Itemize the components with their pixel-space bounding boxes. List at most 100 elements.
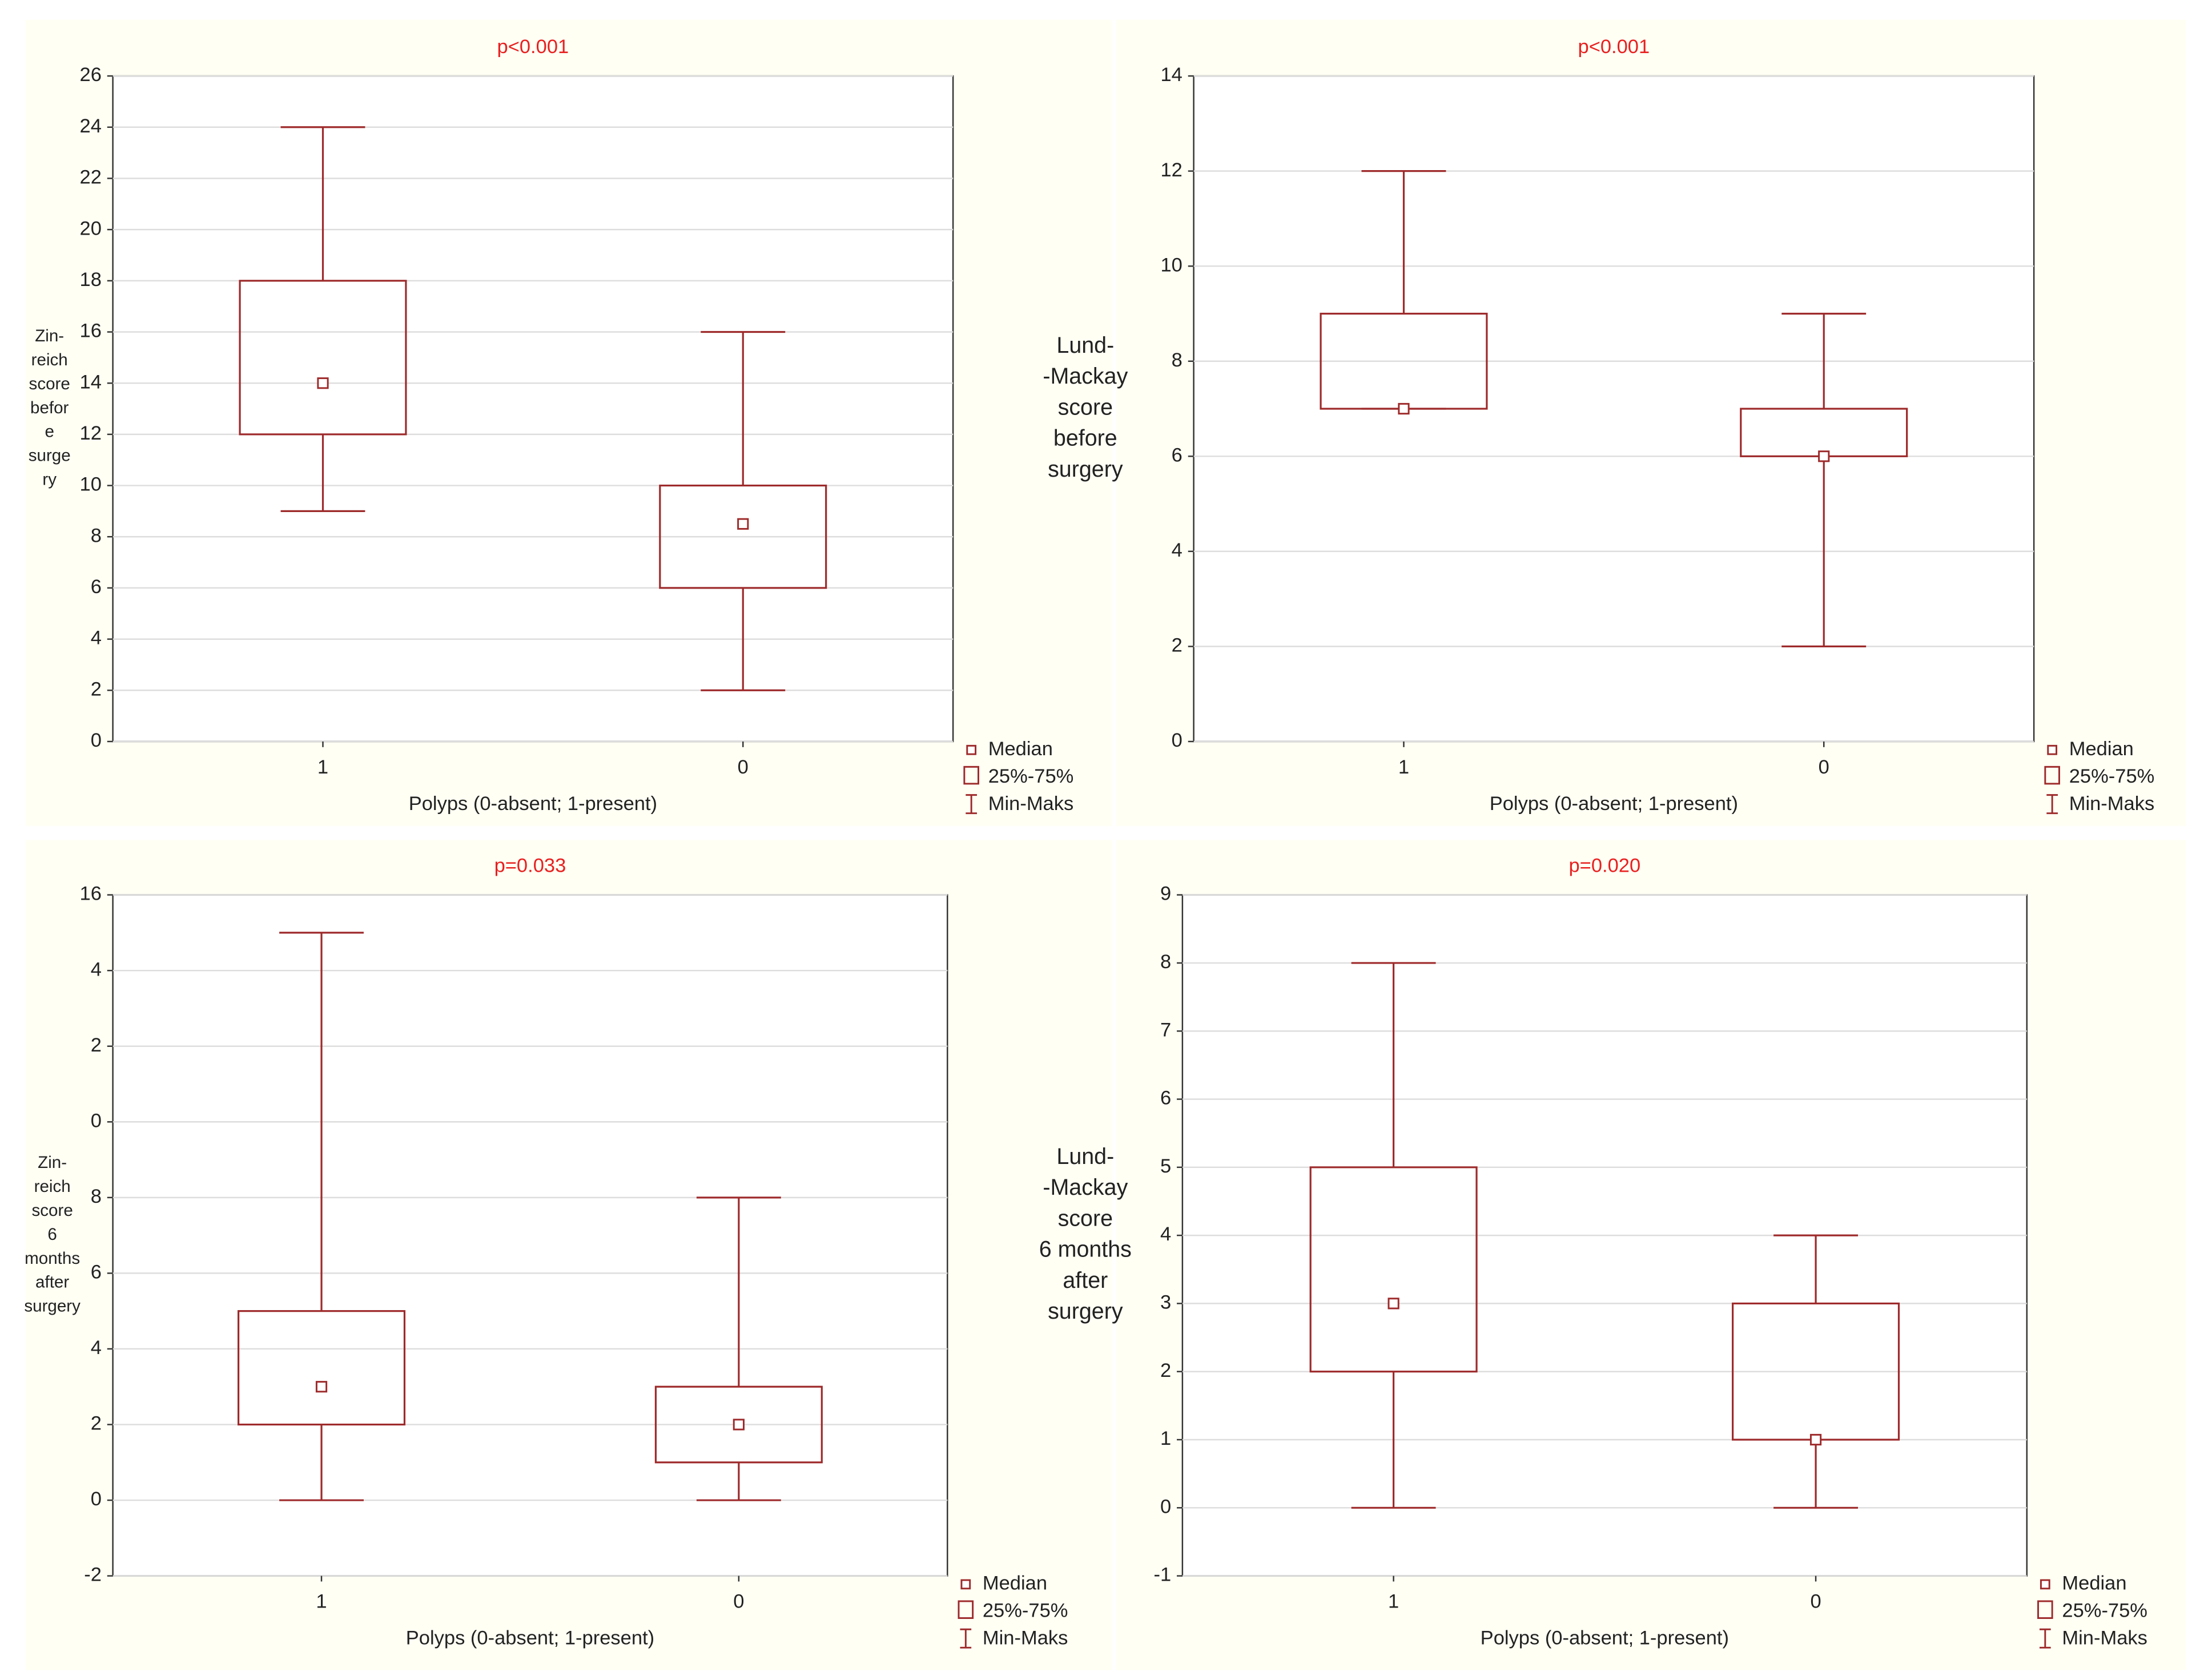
y-tick-label: 6 — [1172, 444, 1183, 466]
legend-label: Min-Maks — [2062, 1627, 2147, 1649]
y-axis-label: Lund- — [1056, 1144, 1114, 1169]
chart-title: p<0.001 — [497, 36, 569, 58]
x-tick-label: 1 — [1388, 1591, 1399, 1613]
x-tick-label: 1 — [316, 1591, 327, 1613]
legend-box-icon — [2044, 766, 2060, 785]
y-axis-label: 6 — [47, 1225, 57, 1244]
y-tick-label: 0 — [91, 1488, 102, 1510]
y-tick-label: 8 — [1172, 349, 1183, 371]
y-axis-label: surgery — [24, 1297, 81, 1316]
x-tick-label: 1 — [1398, 756, 1409, 778]
y-tick-label: 0 — [91, 730, 102, 751]
iqr-box — [654, 1385, 823, 1464]
iqr-box — [659, 484, 827, 589]
y-tick-label: 10 — [80, 474, 102, 495]
y-tick-label: 0 — [1172, 730, 1183, 751]
y-tick-label: 2 — [1160, 1360, 1171, 1381]
median-marker — [317, 377, 329, 389]
y-axis-label: Zin- — [35, 327, 64, 345]
y-tick-label: 9 — [1160, 883, 1171, 905]
y-tick-label: 22 — [80, 167, 102, 188]
median-marker — [1809, 1433, 1822, 1446]
legend-label: Min-Maks — [988, 793, 1074, 815]
median-marker — [1818, 450, 1830, 462]
y-tick-label: 4 — [91, 627, 102, 649]
y-axis-label: score — [31, 1201, 73, 1220]
x-axis-label: Polyps (0-absent; 1-present) — [1481, 1627, 1729, 1649]
median-marker — [1398, 402, 1410, 415]
legend-label: 25%-75% — [988, 766, 1074, 787]
y-tick-label: 26 — [80, 64, 102, 86]
plot-area — [1193, 75, 2035, 743]
y-tick-label: 8 — [1160, 951, 1171, 973]
y-tick-label: 4 — [91, 958, 102, 980]
legend-label: 25%-75% — [983, 1600, 1068, 1622]
legend-median-icon — [966, 744, 977, 755]
y-tick-label: 1 — [1160, 1428, 1171, 1449]
x-tick-label: 0 — [1810, 1591, 1821, 1613]
y-tick-label: 14 — [1161, 64, 1183, 86]
median-marker — [737, 518, 749, 530]
iqr-box — [1309, 1166, 1478, 1373]
y-tick-label: 6 — [91, 1262, 102, 1283]
y-tick-label: 4 — [1172, 539, 1183, 561]
y-tick-label: -1 — [1153, 1564, 1171, 1586]
x-axis-label: Polyps (0-absent; 1-present) — [409, 793, 657, 815]
plot-area — [112, 894, 948, 1577]
y-axis-label: -Mackay — [1043, 1175, 1128, 1200]
y-axis-label: after — [35, 1273, 69, 1292]
y-tick-label: 6 — [91, 576, 102, 598]
y-axis-label: 6 months — [1039, 1237, 1132, 1262]
chart-title: p=0.033 — [494, 855, 566, 876]
y-axis-label: surge — [29, 446, 71, 465]
y-tick-label: 4 — [91, 1337, 102, 1359]
legend-label: Median — [2069, 738, 2134, 760]
y-tick-label: 2 — [91, 678, 102, 700]
y-axis-label: score — [1058, 394, 1113, 420]
y-axis-label: ry — [42, 470, 57, 489]
y-axis-label: score — [29, 374, 70, 393]
chart-title: p=0.020 — [1569, 855, 1641, 876]
y-tick-label: 4 — [1160, 1223, 1171, 1245]
y-tick-label: 2 — [1172, 635, 1183, 656]
y-tick-label: 0 — [1160, 1496, 1171, 1517]
y-tick-label: 6 — [1160, 1087, 1171, 1109]
legend-label: Median — [983, 1573, 1047, 1594]
legend-median-icon — [2040, 1579, 2050, 1590]
y-tick-label: 18 — [80, 269, 102, 291]
x-axis-label: Polyps (0-absent; 1-present) — [406, 1627, 654, 1649]
y-axis-label: months — [25, 1249, 80, 1268]
legend-box-icon — [2037, 1600, 2053, 1619]
legend-median-icon — [2047, 744, 2058, 755]
y-tick-label: 14 — [80, 371, 102, 393]
legend-median-icon — [960, 1579, 971, 1590]
plot-area — [112, 75, 954, 743]
y-axis-label: e — [45, 422, 54, 441]
y-tick-label: 7 — [1160, 1019, 1171, 1041]
legend-box-icon — [963, 766, 979, 785]
y-axis-label: after — [1063, 1268, 1108, 1293]
x-tick-label: 0 — [738, 756, 749, 778]
y-tick-label: 16 — [80, 320, 102, 342]
x-tick-label: 0 — [1819, 756, 1829, 778]
y-tick-label: 16 — [80, 883, 102, 905]
legend-box-icon — [958, 1600, 974, 1619]
y-axis-label: befor — [30, 398, 69, 417]
median-marker — [315, 1381, 328, 1393]
y-tick-label: 20 — [80, 217, 102, 239]
legend-label: 25%-75% — [2062, 1600, 2147, 1622]
y-tick-label: 3 — [1160, 1292, 1171, 1314]
y-axis-label: reich — [31, 350, 68, 369]
legend-label: Min-Maks — [2069, 793, 2155, 815]
y-tick-label: 12 — [1161, 159, 1183, 181]
y-axis-label: Lund- — [1056, 333, 1114, 358]
y-axis-label: Zin- — [38, 1153, 67, 1172]
y-tick-label: 2 — [91, 1413, 102, 1435]
y-tick-label: 2 — [91, 1034, 102, 1056]
y-axis-label: before — [1053, 426, 1117, 451]
x-tick-label: 0 — [733, 1591, 744, 1613]
y-tick-label: -2 — [84, 1564, 102, 1586]
y-axis-label: surgery — [1048, 1299, 1123, 1324]
